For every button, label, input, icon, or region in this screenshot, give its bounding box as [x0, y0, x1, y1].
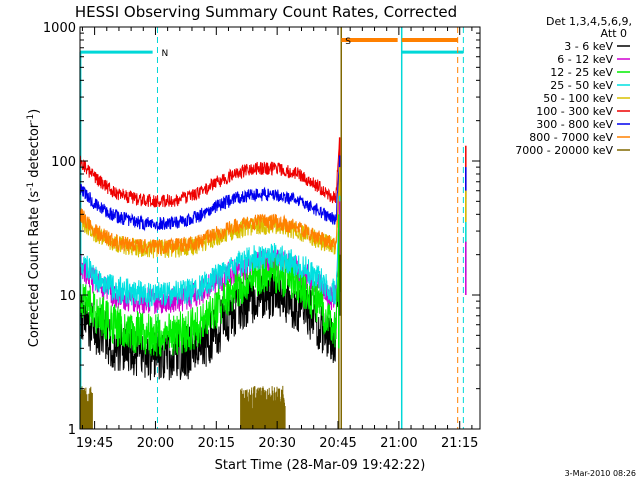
- x-tick-label-1: 20:00: [137, 436, 174, 451]
- x-axis-label: Start Time (28-Mar-09 19:42:22): [215, 458, 426, 473]
- series-line-3: [79, 195, 341, 308]
- y-axis-label-part-2: detector: [27, 122, 42, 182]
- series-line-6: [79, 155, 341, 232]
- legend-label-4: 50 - 100 keV: [543, 92, 613, 105]
- legend-header-detectors: Det 1,3,4,5,6,9,: [546, 15, 632, 28]
- y-tick-label-2: 100: [51, 155, 76, 170]
- annotation-0: N: [161, 49, 168, 59]
- x-tick-label-0: 19:45: [76, 436, 113, 451]
- y-tick-label-3: 1000: [43, 21, 76, 36]
- axes-layer: 19:45 20:00 20:15 20:30 20:45 21:00 21:15 1 10 10…: [43, 21, 480, 451]
- y-tick-label-0: 1: [68, 423, 76, 438]
- legend-header-attenuator: Att 0: [601, 27, 627, 40]
- legend-label-2: 12 - 25 keV: [550, 66, 613, 79]
- y-axis-label-superscript-2: -1: [26, 114, 36, 123]
- data-layer: NS: [79, 27, 467, 429]
- y-tick-label-1: 10: [59, 289, 76, 304]
- legend-label-5: 100 - 300 keV: [536, 105, 613, 118]
- y-axis-label-part-1: Corrected Count Rate (s: [27, 191, 42, 348]
- legend-label-6: 300 - 800 keV: [536, 118, 613, 131]
- legend-label-7: 800 - 7000 keV: [529, 131, 613, 144]
- series-line-7: [79, 181, 341, 255]
- x-tick-label-4: 20:45: [319, 436, 356, 451]
- footer-timestamp: 3-Mar-2010 08:26: [565, 469, 636, 478]
- chart-title: HESSI Observing Summary Count Rates, Cor…: [75, 3, 457, 21]
- x-tick-label-6: 21:15: [441, 436, 478, 451]
- x-tick-label-2: 20:15: [198, 436, 235, 451]
- legend-label-1: 6 - 12 keV: [557, 53, 613, 66]
- x-tick-label-3: 20:30: [258, 436, 295, 451]
- y-axis-label-superscript-1: -1: [26, 182, 36, 191]
- legend-label-3: 25 - 50 keV: [550, 79, 613, 92]
- plot-frame: [79, 26, 481, 430]
- series-line-5: [79, 137, 341, 208]
- x-tick-label-5: 21:00: [380, 436, 417, 451]
- legend-label-8: 7000 - 20000 keV: [515, 144, 613, 157]
- y-axis-label: Corrected Count Rate (s-1 detector-1): [26, 109, 42, 347]
- annotation-1: S: [345, 37, 351, 47]
- y-axis-label-part-3: ): [27, 109, 42, 114]
- legend-label-0: 3 - 6 keV: [564, 40, 613, 53]
